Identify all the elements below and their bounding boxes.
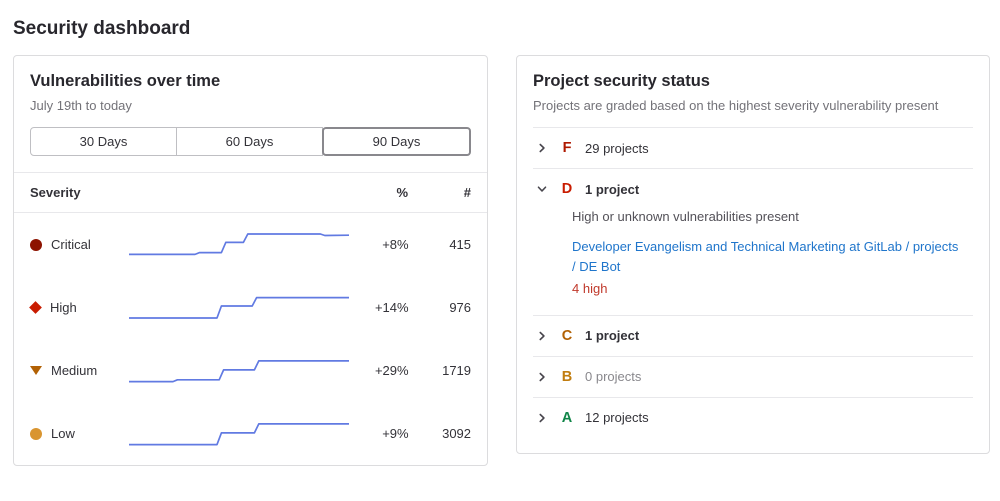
high-severity-icon [29,301,42,314]
filter-90-days-button[interactable]: 90 Days [322,127,471,156]
grade-letter: D [561,181,573,197]
vuln-panel-date-range: July 19th to today [30,98,132,113]
count-column-header: # [463,185,471,200]
percent-column-header: % [396,185,408,200]
project-count-label: 0 projects [585,369,642,384]
severity-row-high: High +14% 976 [14,276,487,339]
filter-30-days-button[interactable]: 30 Days [30,127,177,156]
high-vulnerability-count: 4 high [572,281,608,296]
grade-row-c[interactable]: C 1 project [533,316,973,356]
sparkline-svg [128,296,350,319]
sparkline-chart [128,412,350,455]
project-count-label: 12 projects [585,410,649,425]
sparkline-chart [128,223,350,266]
status-panel-subtitle: Projects are graded based on the highest… [533,98,939,113]
project-link[interactable]: Developer Evangelism and Technical Marke… [572,239,959,274]
grade-block-d: D 1 project High or unknown vulnerabilit… [533,169,973,316]
percent-change-value: +29% [374,363,409,378]
sparkline-chart [128,286,350,329]
chevron-right-icon [539,143,545,153]
project-count-label: 1 project [585,328,640,343]
chevron-right-icon [539,331,545,340]
severity-column-header: Severity [30,185,81,200]
percent-change-value: +8% [382,237,409,252]
severity-table-header: Severity % # [14,172,487,213]
vuln-panel-title: Vulnerabilities over time [30,72,221,90]
grade-letter: B [561,368,573,385]
days-filter-group: 30 Days 60 Days 90 Days [30,127,471,156]
chevron-right-icon [539,413,545,422]
vulnerability-count-value: 1719 [442,363,472,378]
vulnerability-count-value: 3092 [442,426,472,441]
medium-severity-icon [30,366,42,375]
sparkline-svg [128,360,350,383]
grade-row-d[interactable]: D 1 project [533,169,973,209]
severity-row-low: Low +9% 3092 [14,402,487,465]
severity-label: Medium [51,363,98,378]
vulnerability-count-value: 976 [449,300,472,315]
project-count-label: 1 project [585,181,640,197]
grade-row-f[interactable]: F 29 projects [533,128,973,168]
percent-change-value: +14% [374,300,409,315]
severity-row-medium: Medium +29% 1719 [14,339,487,402]
grade-letter: C [561,327,573,344]
vulnerability-count-value: 415 [449,237,472,252]
severity-label: High [50,300,77,315]
grade-list: F 29 projects D 1 project High or unknow… [533,127,973,438]
grade-block-c: C 1 project [533,316,973,357]
critical-severity-icon [30,238,42,251]
chevron-right-icon [539,372,545,381]
sparkline-svg [128,233,350,256]
page-title: Security dashboard [13,18,191,39]
grade-block-b: B 0 projects [533,357,973,398]
severity-row-critical: Critical +8% 415 [14,213,487,276]
grade-description: High or unknown vulnerabilities present [572,209,799,224]
grade-letter: A [561,409,573,426]
grade-details: High or unknown vulnerabilities present … [533,209,973,315]
grade-letter: F [562,140,572,156]
filter-60-days-button[interactable]: 60 Days [176,127,323,156]
vulnerabilities-over-time-panel: Vulnerabilities over time July 19th to t… [13,55,488,466]
grade-block-a: A 12 projects [533,398,973,438]
grade-block-f: F 29 projects [533,128,973,169]
severity-label: Low [51,426,75,441]
project-security-status-panel: Project security status Projects are gra… [516,55,990,454]
status-panel-title: Project security status [533,72,710,90]
sparkline-chart [128,349,350,392]
severity-table-body: Critical +8% 415 High +14% 976 Medium [14,213,487,465]
sparkline-svg [128,423,350,446]
low-severity-icon [30,427,42,440]
project-count-label: 29 projects [585,140,649,156]
dashboard-panels: Vulnerabilities over time July 19th to t… [0,55,1000,466]
percent-change-value: +9% [382,426,409,441]
chevron-down-icon [537,186,547,192]
grade-row-a[interactable]: A 12 projects [533,398,973,438]
grade-row-b[interactable]: B 0 projects [533,357,973,397]
severity-label: Critical [51,237,91,252]
